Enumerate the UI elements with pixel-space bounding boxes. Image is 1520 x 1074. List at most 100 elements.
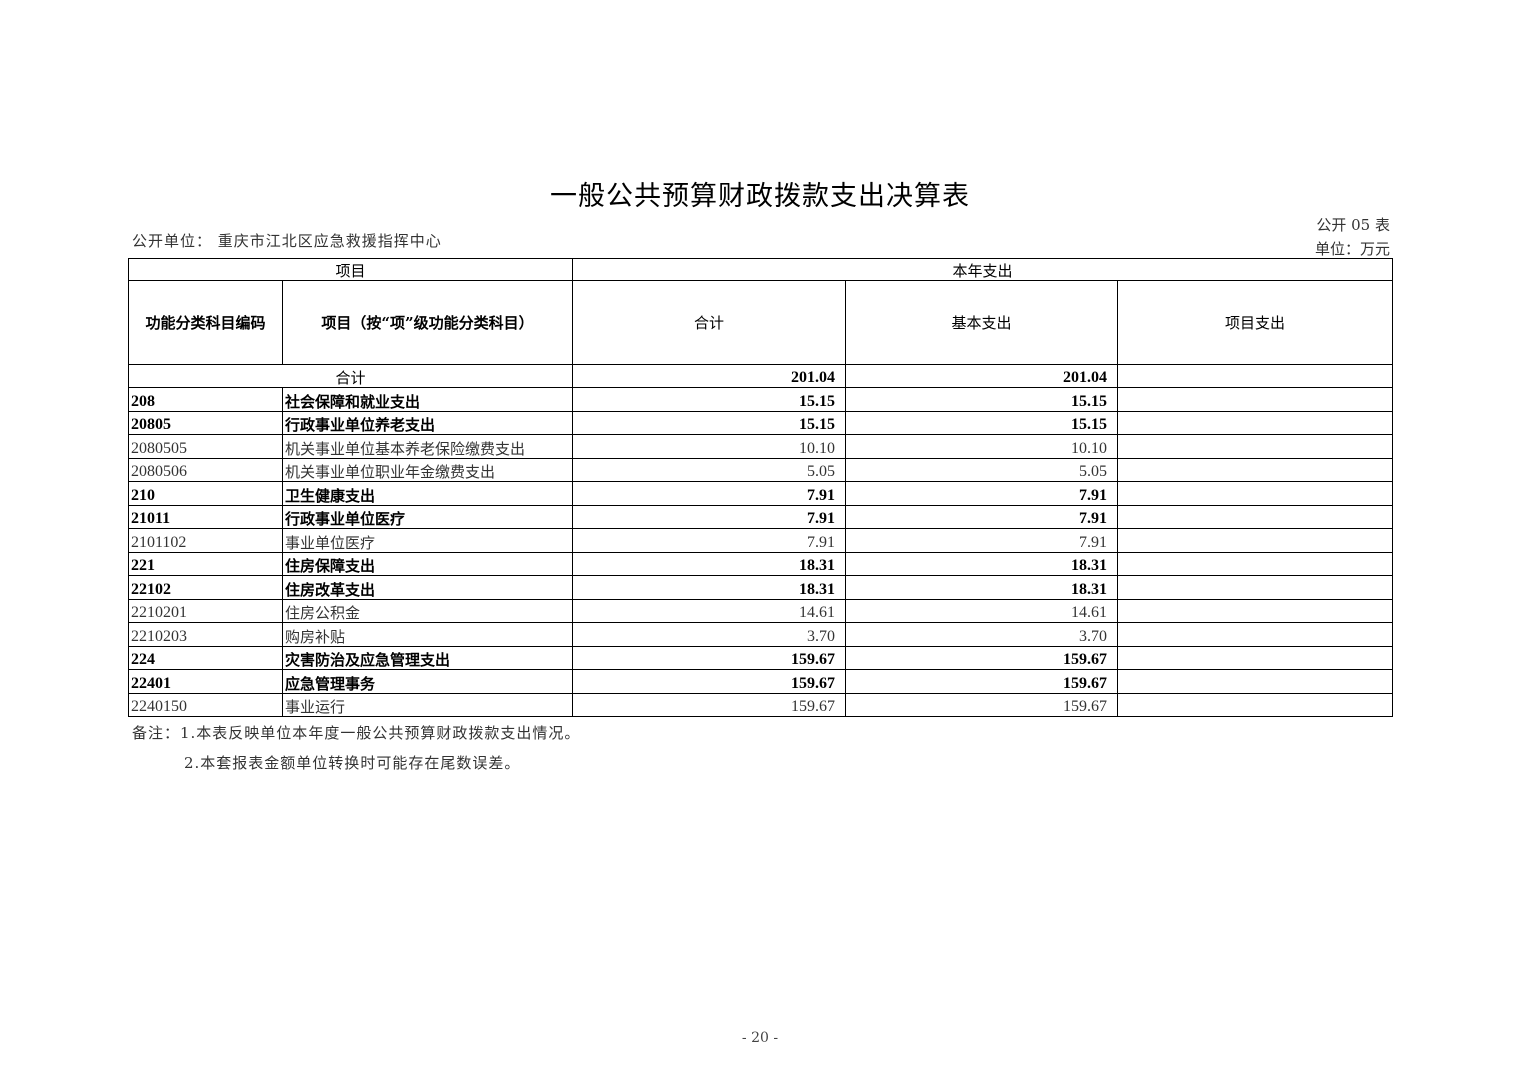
row-name: 购房补贴	[281, 622, 574, 647]
row-total: 5.05	[572, 457, 847, 482]
row-name: 应急管理事务	[281, 669, 574, 694]
row-code: 208	[128, 387, 283, 412]
row-total: 159.67	[572, 645, 847, 670]
row-total: 7.91	[572, 528, 847, 553]
row-name: 住房改革支出	[281, 575, 574, 600]
row-basic: 18.31	[845, 575, 1119, 600]
row-code: 2080506	[128, 457, 283, 482]
row-total: 15.15	[572, 387, 847, 412]
row-total: 14.61	[572, 598, 847, 623]
row-name: 机关事业单位职业年金缴费支出	[281, 457, 574, 482]
header-total: 合计	[572, 280, 847, 365]
currency-unit: 单位：万元	[1314, 240, 1390, 258]
page-title: 一般公共预算财政拨款支出决算表	[550, 181, 970, 212]
row-name: 社会保障和就业支出	[281, 387, 574, 412]
table-row: 2210201 住房公积金 14.61 14.61	[128, 598, 1394, 623]
row-name: 机关事业单位基本养老保险缴费支出	[281, 434, 574, 459]
row-project	[1117, 669, 1394, 694]
row-project	[1117, 387, 1394, 412]
row-total: 159.67	[572, 692, 847, 717]
row-project	[1117, 575, 1394, 600]
row-project	[1117, 645, 1394, 670]
row-total: 18.31	[572, 575, 847, 600]
row-basic: 5.05	[845, 457, 1119, 482]
row-basic: 159.67	[845, 645, 1119, 670]
table-row: 208 社会保障和就业支出 15.15 15.15	[128, 387, 1394, 412]
row-basic: 10.10	[845, 434, 1119, 459]
table-row: 2080506 机关事业单位职业年金缴费支出 5.05 5.05	[128, 457, 1394, 482]
row-code: 210	[128, 481, 283, 506]
row-basic: 7.91	[845, 528, 1119, 553]
total-basic: 201.04	[845, 364, 1119, 388]
header-basic: 基本支出	[845, 280, 1119, 365]
row-code: 21011	[128, 504, 283, 529]
table-row: 2210203 购房补贴 3.70 3.70	[128, 622, 1394, 647]
row-code: 2101102	[128, 528, 283, 553]
table-row: 20805 行政事业单位养老支出 15.15 15.15	[128, 410, 1394, 435]
row-code: 22401	[128, 669, 283, 694]
row-basic: 18.31	[845, 551, 1119, 576]
table-row: 22102 住房改革支出 18.31 18.31	[128, 575, 1394, 600]
row-total: 7.91	[572, 504, 847, 529]
row-basic: 159.67	[845, 692, 1119, 717]
page-number: - 20 -	[741, 1030, 779, 1046]
table-row: 2101102 事业单位医疗 7.91 7.91	[128, 528, 1394, 553]
expenditure-table: 项目 本年支出 功能分类科目编码 项目（按“项”级功能分类科目） 合计 基本支出…	[127, 258, 1394, 717]
total-label: 合计	[127, 364, 574, 388]
row-name: 事业单位医疗	[281, 528, 574, 553]
row-project	[1117, 504, 1394, 529]
row-project	[1117, 481, 1394, 506]
row-basic: 15.15	[845, 410, 1119, 435]
row-project	[1117, 434, 1394, 459]
table-row: 224 灾害防治及应急管理支出 159.67 159.67	[128, 645, 1394, 670]
table-row: 2080505 机关事业单位基本养老保险缴费支出 10.10 10.10	[128, 434, 1394, 459]
table-row: 2240150 事业运行 159.67 159.67	[128, 692, 1394, 717]
table-number: 公开 05 表	[1316, 216, 1390, 234]
table-row: 21011 行政事业单位医疗 7.91 7.91	[128, 504, 1394, 529]
row-basic: 159.67	[845, 669, 1119, 694]
row-total: 10.10	[572, 434, 847, 459]
header-current-year: 本年支出	[572, 258, 1394, 281]
table-row: 22401 应急管理事务 159.67 159.67	[128, 669, 1394, 694]
row-total: 3.70	[572, 622, 847, 647]
header-row-1: 项目 本年支出	[127, 258, 1394, 281]
row-project	[1117, 551, 1394, 576]
header-row-2: 功能分类科目编码 项目（按“项”级功能分类科目） 合计 基本支出 项目支出	[128, 280, 1394, 365]
row-project	[1117, 457, 1394, 482]
row-name: 卫生健康支出	[281, 481, 574, 506]
note-1: 备注：1.本表反映单位本年度一般公共预算财政拨款支出情况。	[132, 724, 581, 742]
row-name: 住房公积金	[281, 598, 574, 623]
row-project	[1117, 528, 1394, 553]
row-code: 20805	[128, 410, 283, 435]
row-name: 住房保障支出	[281, 551, 574, 576]
header-item: 项目	[127, 258, 574, 281]
row-project	[1117, 598, 1394, 623]
row-name: 灾害防治及应急管理支出	[281, 645, 574, 670]
header-name: 项目（按“项”级功能分类科目）	[281, 280, 574, 365]
row-code: 22102	[128, 575, 283, 600]
row-project	[1117, 692, 1394, 717]
row-total: 15.15	[572, 410, 847, 435]
note-2: 2.本套报表金额单位转换时可能存在尾数误差。	[184, 754, 521, 772]
row-project	[1117, 622, 1394, 647]
header-project: 项目支出	[1117, 280, 1394, 365]
header-code: 功能分类科目编码	[128, 280, 283, 365]
row-total: 18.31	[572, 551, 847, 576]
row-name: 行政事业单位养老支出	[281, 410, 574, 435]
row-basic: 15.15	[845, 387, 1119, 412]
row-basic: 3.70	[845, 622, 1119, 647]
row-project	[1117, 410, 1394, 435]
row-code: 2210201	[128, 598, 283, 623]
row-code: 2240150	[128, 692, 283, 717]
row-name: 事业运行	[281, 692, 574, 717]
total-project	[1117, 364, 1394, 388]
row-code: 221	[128, 551, 283, 576]
row-basic: 7.91	[845, 504, 1119, 529]
row-name: 行政事业单位医疗	[281, 504, 574, 529]
row-basic: 14.61	[845, 598, 1119, 623]
row-total: 159.67	[572, 669, 847, 694]
reporting-unit: 公开单位： 重庆市江北区应急救援指挥中心	[132, 232, 442, 250]
row-basic: 7.91	[845, 481, 1119, 506]
table-row: 221 住房保障支出 18.31 18.31	[128, 551, 1394, 576]
